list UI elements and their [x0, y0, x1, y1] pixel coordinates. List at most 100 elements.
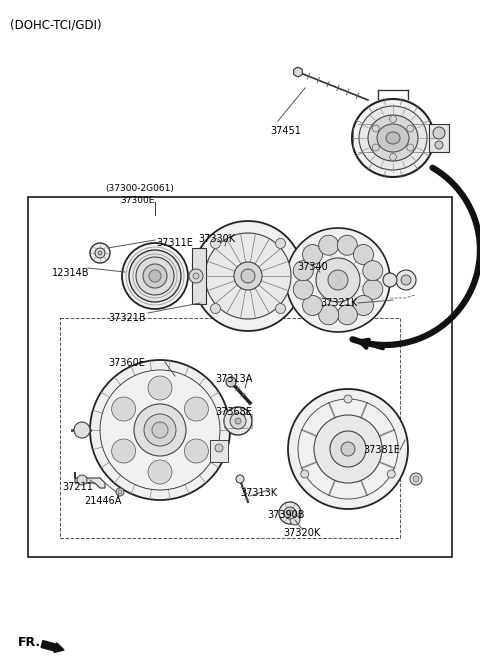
Circle shape — [205, 233, 291, 319]
Circle shape — [330, 431, 366, 467]
Polygon shape — [294, 67, 302, 77]
Circle shape — [148, 376, 172, 400]
Circle shape — [149, 270, 161, 282]
Circle shape — [90, 243, 110, 263]
Circle shape — [319, 305, 339, 324]
Circle shape — [77, 475, 87, 485]
Bar — [60, 318, 400, 538]
Circle shape — [148, 460, 172, 484]
Ellipse shape — [368, 115, 418, 161]
Circle shape — [184, 439, 208, 463]
Circle shape — [118, 490, 122, 494]
Circle shape — [302, 245, 323, 264]
Circle shape — [189, 269, 203, 283]
Ellipse shape — [386, 132, 400, 144]
Circle shape — [363, 261, 383, 281]
Text: (37300-2G061): (37300-2G061) — [105, 184, 174, 193]
Circle shape — [353, 296, 373, 316]
Circle shape — [241, 269, 255, 283]
Circle shape — [129, 250, 181, 302]
Text: 37311E: 37311E — [156, 238, 193, 248]
Circle shape — [302, 296, 323, 316]
Circle shape — [337, 305, 357, 324]
Text: 12314B: 12314B — [52, 268, 89, 278]
Circle shape — [230, 413, 246, 429]
Circle shape — [286, 228, 390, 332]
Circle shape — [401, 275, 411, 285]
Circle shape — [337, 235, 357, 256]
Circle shape — [193, 221, 303, 331]
Circle shape — [90, 360, 230, 500]
Circle shape — [319, 235, 339, 256]
Circle shape — [116, 488, 124, 496]
Circle shape — [372, 144, 379, 151]
Circle shape — [300, 470, 309, 478]
Circle shape — [383, 273, 397, 287]
Text: 37340: 37340 — [297, 262, 328, 272]
Text: 37320K: 37320K — [283, 528, 320, 538]
FancyArrow shape — [41, 641, 64, 652]
Circle shape — [407, 144, 414, 151]
Circle shape — [193, 273, 199, 279]
Text: 21446A: 21446A — [84, 496, 121, 506]
Circle shape — [407, 125, 414, 132]
Polygon shape — [75, 472, 105, 488]
Circle shape — [136, 257, 174, 295]
Circle shape — [234, 262, 262, 290]
Circle shape — [134, 404, 186, 456]
Text: 37360E: 37360E — [108, 358, 145, 368]
Circle shape — [344, 395, 352, 403]
Circle shape — [215, 444, 223, 452]
Circle shape — [396, 270, 416, 290]
Circle shape — [387, 470, 396, 478]
Circle shape — [235, 418, 241, 424]
Circle shape — [328, 270, 348, 290]
Text: (DOHC-TCI/GDI): (DOHC-TCI/GDI) — [10, 18, 102, 31]
Circle shape — [372, 125, 379, 132]
Circle shape — [293, 280, 313, 299]
Circle shape — [152, 422, 168, 438]
Circle shape — [276, 238, 286, 248]
Circle shape — [363, 280, 383, 299]
Ellipse shape — [377, 124, 409, 152]
Text: 37390B: 37390B — [267, 510, 304, 520]
Circle shape — [184, 397, 208, 421]
Text: 37313K: 37313K — [240, 488, 277, 498]
Circle shape — [226, 377, 236, 387]
Circle shape — [112, 439, 136, 463]
Text: 37321B: 37321B — [108, 313, 145, 323]
Text: 37451: 37451 — [270, 126, 301, 136]
Circle shape — [284, 507, 296, 519]
Text: 37368E: 37368E — [215, 407, 252, 417]
Circle shape — [389, 116, 396, 122]
Circle shape — [98, 251, 102, 255]
Text: 37321K: 37321K — [320, 298, 357, 308]
Circle shape — [389, 153, 396, 161]
Circle shape — [290, 515, 300, 525]
Bar — [192, 248, 206, 304]
Circle shape — [293, 261, 313, 281]
Circle shape — [279, 502, 301, 524]
Circle shape — [122, 243, 188, 309]
Circle shape — [341, 442, 355, 456]
Text: 37381E: 37381E — [363, 445, 400, 455]
Text: FR.: FR. — [18, 636, 41, 649]
Circle shape — [435, 141, 443, 149]
Circle shape — [95, 248, 105, 258]
Ellipse shape — [352, 99, 434, 177]
Ellipse shape — [359, 106, 427, 170]
Circle shape — [433, 127, 445, 139]
Circle shape — [410, 473, 422, 485]
Circle shape — [353, 245, 373, 264]
Text: 37330K: 37330K — [198, 234, 235, 244]
Bar — [28, 197, 452, 557]
Circle shape — [413, 476, 419, 482]
Bar — [210, 440, 228, 462]
Text: 37313A: 37313A — [215, 374, 252, 384]
Circle shape — [210, 238, 220, 248]
Circle shape — [112, 397, 136, 421]
Text: 37211: 37211 — [62, 482, 93, 492]
Circle shape — [224, 407, 252, 435]
Circle shape — [74, 422, 90, 438]
Circle shape — [144, 414, 176, 446]
